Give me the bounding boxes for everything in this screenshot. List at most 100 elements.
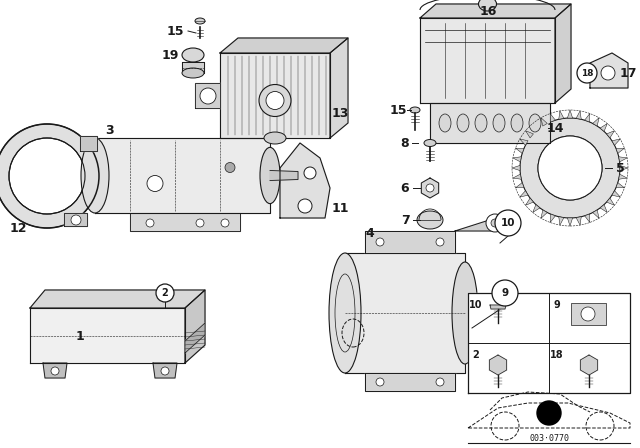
Ellipse shape (493, 114, 505, 132)
Circle shape (436, 238, 444, 246)
Ellipse shape (182, 48, 204, 62)
Wedge shape (0, 124, 99, 228)
Polygon shape (195, 83, 220, 108)
Ellipse shape (452, 262, 478, 364)
Text: 3: 3 (106, 124, 115, 137)
Polygon shape (280, 143, 330, 218)
Polygon shape (515, 183, 524, 188)
Polygon shape (30, 308, 185, 363)
Circle shape (436, 378, 444, 386)
Circle shape (161, 367, 169, 375)
Ellipse shape (410, 107, 420, 113)
Ellipse shape (264, 132, 286, 144)
Polygon shape (584, 113, 590, 122)
Polygon shape (490, 305, 506, 309)
Polygon shape (584, 214, 590, 223)
Ellipse shape (417, 211, 443, 229)
Circle shape (426, 184, 434, 192)
Polygon shape (490, 355, 507, 375)
Polygon shape (559, 217, 564, 225)
Circle shape (376, 238, 384, 246)
Circle shape (200, 88, 216, 104)
Circle shape (71, 215, 81, 225)
Circle shape (304, 167, 316, 179)
Polygon shape (95, 138, 270, 213)
Polygon shape (185, 290, 205, 363)
Polygon shape (580, 355, 598, 375)
Circle shape (266, 91, 284, 109)
Polygon shape (541, 210, 547, 218)
Circle shape (225, 163, 235, 172)
Ellipse shape (182, 68, 204, 78)
Text: 15: 15 (166, 25, 184, 38)
Polygon shape (568, 110, 573, 118)
Circle shape (486, 214, 504, 232)
Polygon shape (468, 293, 630, 393)
Polygon shape (590, 53, 628, 88)
Polygon shape (532, 205, 540, 212)
Text: 14: 14 (547, 121, 564, 134)
Polygon shape (520, 191, 528, 197)
Text: 6: 6 (401, 181, 410, 194)
Polygon shape (593, 118, 599, 126)
Ellipse shape (81, 138, 109, 213)
Text: 8: 8 (401, 137, 410, 150)
Polygon shape (619, 157, 627, 162)
Polygon shape (616, 148, 625, 153)
Ellipse shape (195, 18, 205, 24)
Circle shape (537, 401, 561, 425)
Polygon shape (532, 124, 540, 131)
Ellipse shape (439, 114, 451, 132)
Text: 18: 18 (580, 69, 593, 78)
Text: 16: 16 (479, 4, 497, 17)
Bar (571, 303, 606, 325)
Polygon shape (576, 217, 581, 225)
Polygon shape (620, 165, 628, 171)
Polygon shape (607, 131, 614, 138)
Polygon shape (559, 111, 564, 119)
Polygon shape (220, 38, 348, 53)
Circle shape (577, 63, 597, 83)
Text: 19: 19 (161, 48, 179, 61)
Text: 9: 9 (554, 300, 561, 310)
Ellipse shape (511, 114, 523, 132)
Circle shape (492, 280, 518, 306)
Text: 15: 15 (389, 103, 407, 116)
Polygon shape (421, 178, 438, 198)
Polygon shape (30, 290, 205, 308)
Text: 4: 4 (365, 227, 374, 240)
Polygon shape (600, 124, 607, 131)
Polygon shape (612, 191, 620, 197)
Circle shape (376, 378, 384, 386)
Polygon shape (130, 213, 240, 231)
Ellipse shape (457, 114, 469, 132)
Wedge shape (520, 118, 620, 218)
Circle shape (491, 219, 499, 227)
Text: 7: 7 (401, 214, 410, 227)
Polygon shape (430, 103, 550, 143)
Ellipse shape (424, 139, 436, 146)
Polygon shape (550, 113, 556, 122)
Polygon shape (568, 218, 573, 226)
Polygon shape (515, 148, 524, 153)
Circle shape (601, 66, 615, 80)
Text: 9: 9 (501, 288, 509, 298)
Polygon shape (80, 136, 97, 151)
Polygon shape (607, 198, 614, 205)
Circle shape (538, 136, 602, 200)
Polygon shape (420, 18, 555, 103)
Text: 003·0770: 003·0770 (529, 434, 569, 443)
Circle shape (196, 219, 204, 227)
Polygon shape (593, 210, 599, 218)
Polygon shape (525, 198, 533, 205)
Polygon shape (600, 205, 607, 212)
Circle shape (156, 284, 174, 302)
Ellipse shape (475, 114, 487, 132)
Text: 13: 13 (332, 107, 349, 120)
Polygon shape (555, 4, 571, 103)
Text: 17: 17 (620, 66, 637, 79)
Text: 10: 10 (469, 300, 483, 310)
Polygon shape (43, 363, 67, 378)
Circle shape (147, 176, 163, 191)
Polygon shape (365, 373, 455, 391)
